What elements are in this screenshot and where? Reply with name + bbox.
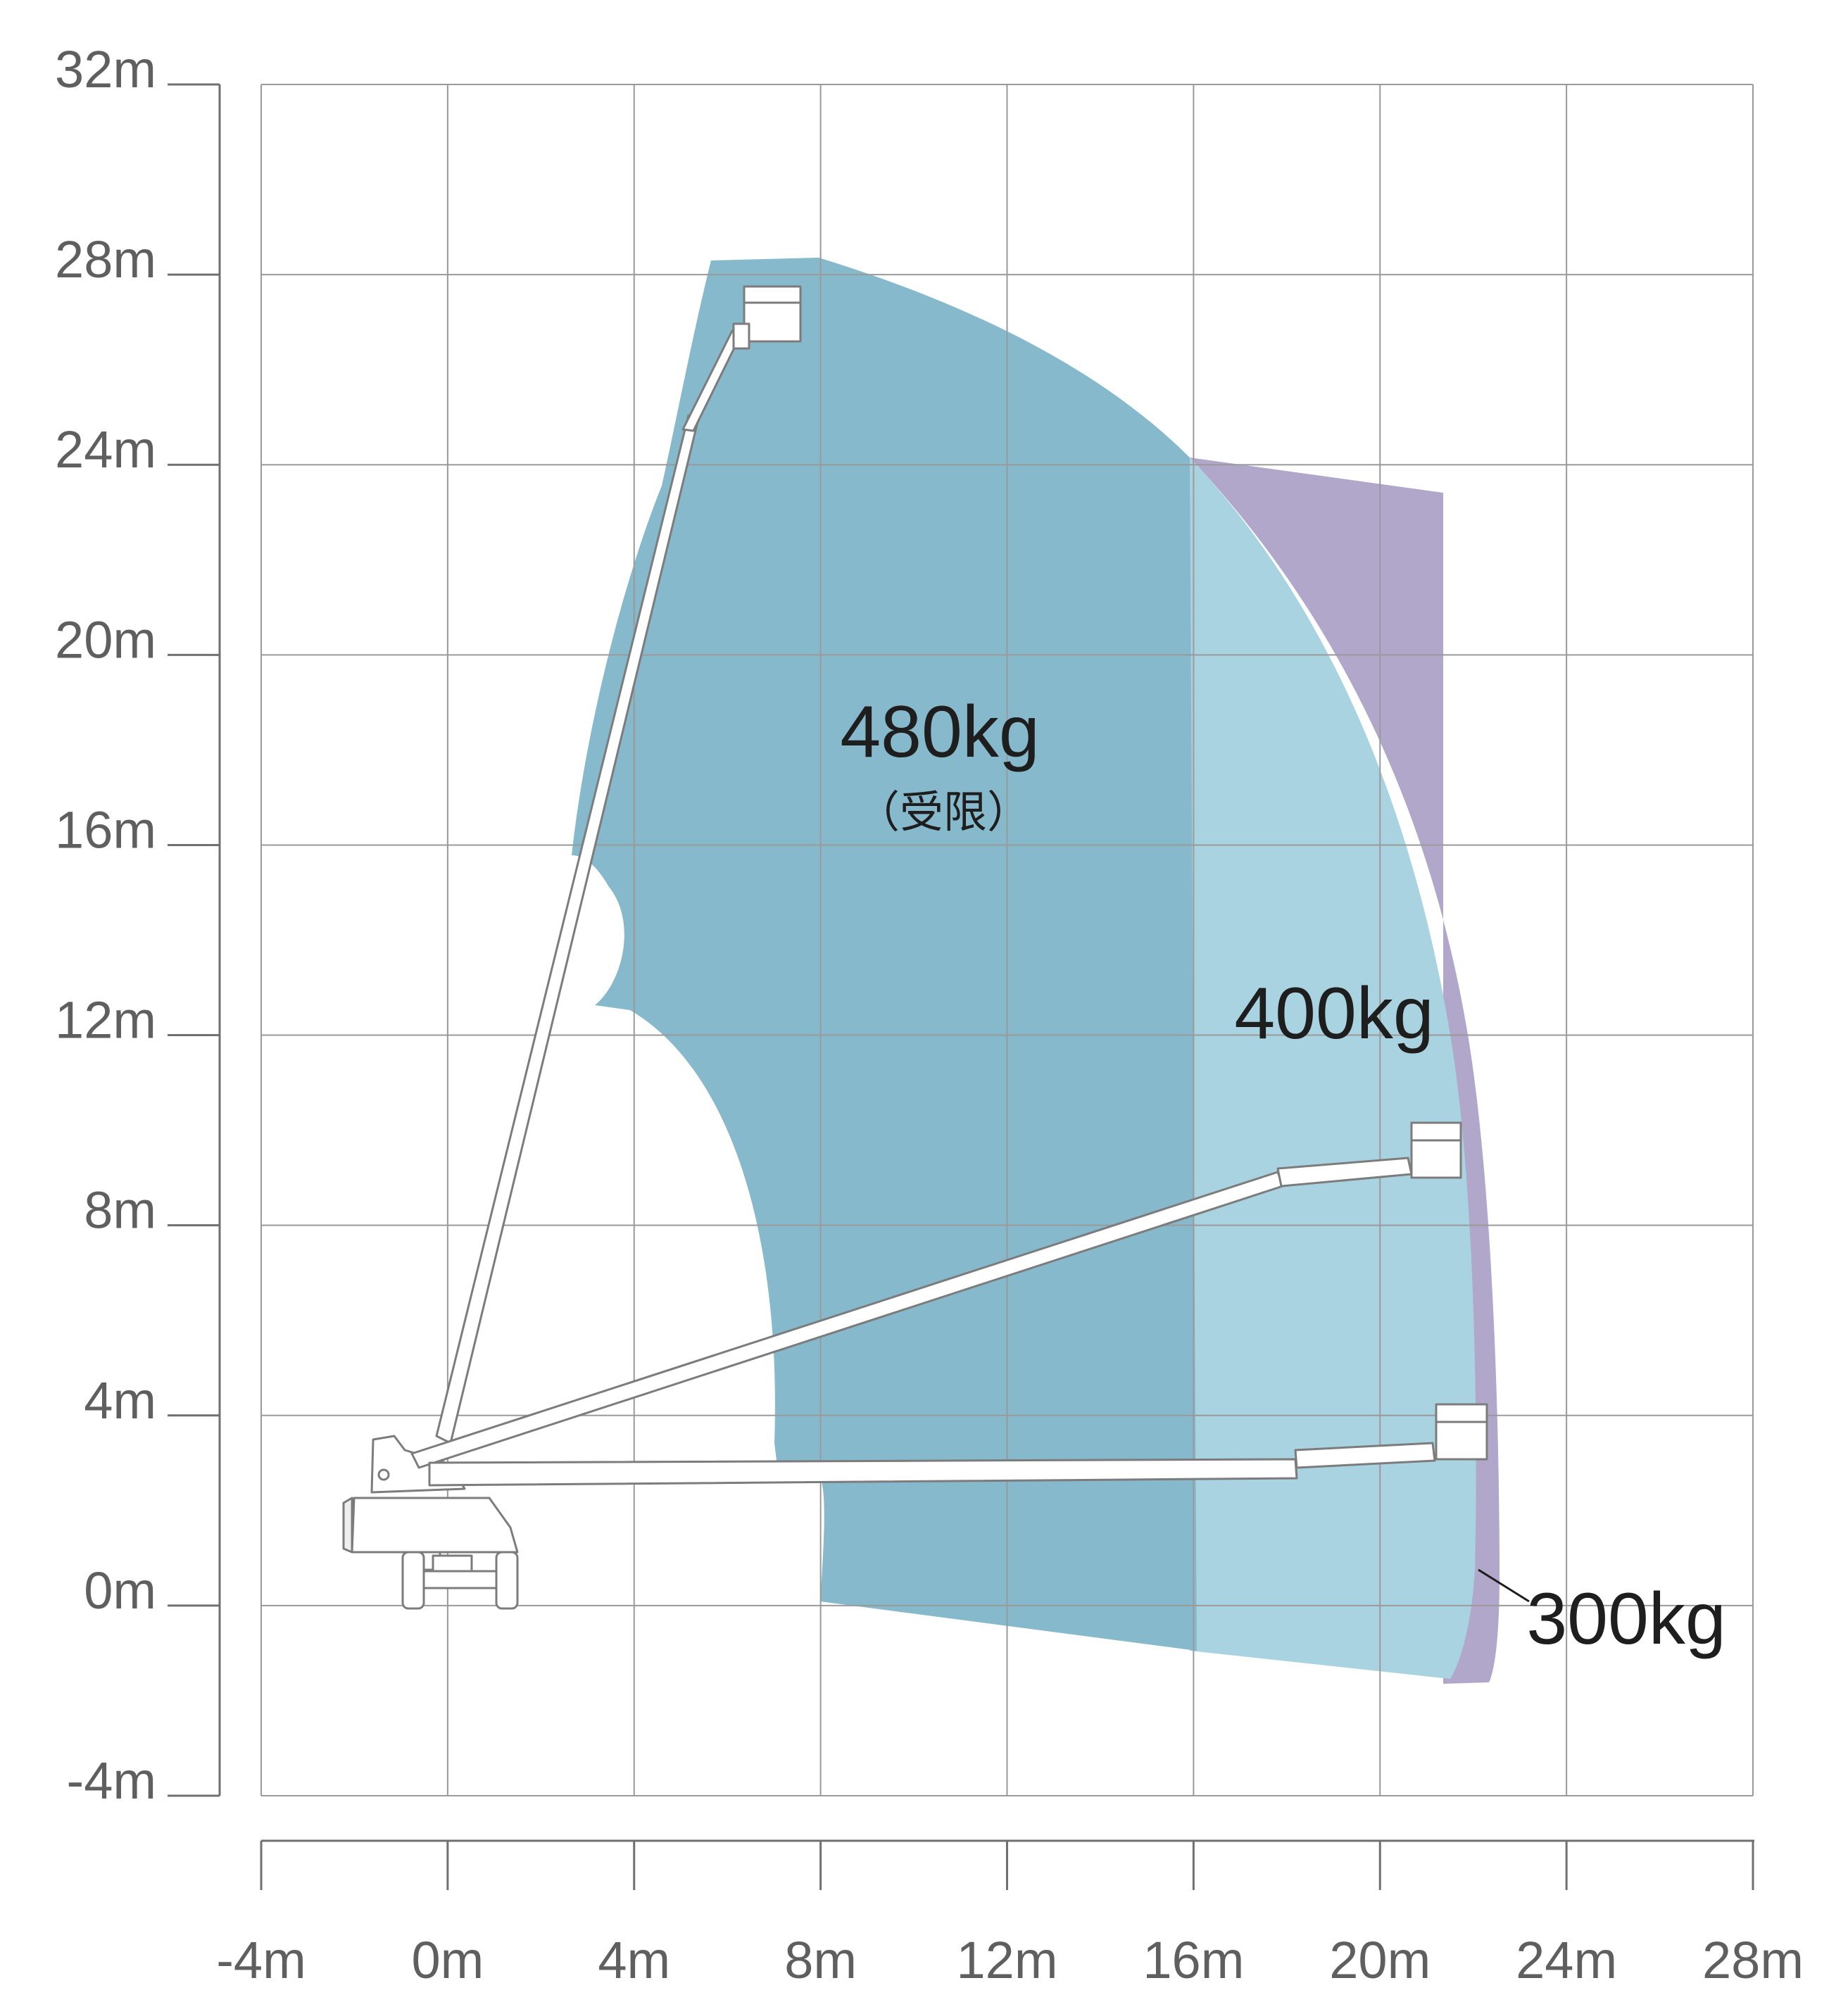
- x-axis-ticks: -4m 0m 4m 8m 12m 16m 20m 24m 28m: [216, 1841, 1804, 1989]
- zone-300kg-area: [1190, 458, 1500, 1684]
- y-tick-label: 0m: [84, 1561, 156, 1620]
- label-400kg: 400kg: [1234, 973, 1433, 1054]
- x-tick-label: 16m: [1143, 1931, 1244, 1989]
- label-300kg: 300kg: [1526, 1578, 1726, 1660]
- grid: [260, 84, 1754, 1796]
- x-tick-label: 20m: [1329, 1931, 1431, 1989]
- zone-480kg-area: [572, 258, 1197, 1651]
- zone-400kg-area: [1190, 458, 1476, 1679]
- x-tick-label: 28m: [1702, 1931, 1804, 1989]
- y-tick-label: 24m: [55, 420, 156, 479]
- y-tick-label: 28m: [55, 230, 156, 289]
- y-tick-label: 16m: [55, 800, 156, 859]
- leader-line-300kg: [1478, 1568, 1530, 1603]
- x-tick-label: 4m: [598, 1931, 670, 1989]
- y-tick-label: 4m: [84, 1371, 156, 1430]
- boom-max-height: [435, 285, 802, 1444]
- x-tick-label: 0m: [411, 1931, 484, 1989]
- y-tick-label: -4m: [67, 1751, 156, 1810]
- y-axis-ticks: 32m 28m 24m 20m 16m 12m 8m 4m 0m -4m: [55, 40, 220, 1810]
- boom-horizontal: [428, 1403, 1488, 1487]
- label-480kg-restricted: （受限）: [856, 788, 1031, 837]
- y-tick-label: 8m: [84, 1181, 156, 1240]
- label-480kg: 480kg: [840, 691, 1039, 773]
- y-tick-label: 12m: [55, 991, 156, 1050]
- x-tick-label: 8m: [784, 1931, 857, 1989]
- x-tick-label: 12m: [957, 1931, 1058, 1989]
- x-tick-label: -4m: [216, 1931, 306, 1989]
- machine-chassis: [342, 1497, 519, 1610]
- y-tick-label: 32m: [55, 40, 156, 99]
- y-tick-label: 20m: [55, 610, 156, 669]
- x-tick-label: 24m: [1516, 1931, 1617, 1989]
- boom-diagonal: [410, 1121, 1462, 1469]
- aerial-platform-drawing: [342, 285, 1488, 1610]
